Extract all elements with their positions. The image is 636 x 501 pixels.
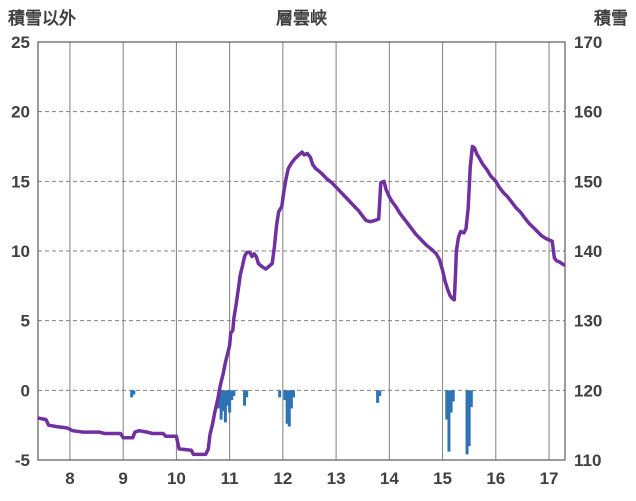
tick-label: 10 <box>11 242 30 261</box>
right-axis-title: 積雪 <box>594 9 628 28</box>
tick-label: 11 <box>221 469 239 488</box>
tick-label: 16 <box>486 469 505 488</box>
tick-label: 25 <box>11 33 30 52</box>
tick-label: 170 <box>574 33 602 52</box>
tick-label: 110 <box>574 451 601 470</box>
plot-border <box>37 41 566 461</box>
snow-depth-line <box>37 144 566 457</box>
tick-label: 0 <box>21 381 30 400</box>
tick-label: 120 <box>574 381 602 400</box>
tick-label: 20 <box>11 103 30 122</box>
tick-label: 17 <box>540 469 559 488</box>
tick-label: 5 <box>21 312 30 331</box>
vertical-gridlines: 8 9 10 11 12 13 14 15 16 17 <box>65 42 558 488</box>
tick-label: 10 <box>167 469 186 488</box>
tick-label: 15 <box>433 469 452 488</box>
tick-label: 130 <box>574 312 602 331</box>
tick-label: -5 <box>15 451 30 470</box>
tick-label: 9 <box>118 469 127 488</box>
tick-label: 160 <box>574 103 602 122</box>
tick-label: 140 <box>574 242 602 261</box>
tick-label: 13 <box>327 469 346 488</box>
tick-label: 15 <box>11 172 30 191</box>
chart-title: 層雲峡 <box>276 9 327 28</box>
horizontal-gridlines: 25 170 20 160 15 150 10 140 5 130 0 120 -5 110 <box>11 33 602 470</box>
bar-series <box>130 390 473 455</box>
left-axis-title: 積雪以外 <box>8 9 76 28</box>
tick-label: 150 <box>574 172 602 191</box>
tick-label: 12 <box>273 469 292 488</box>
tick-label: 14 <box>380 469 399 488</box>
tick-label: 8 <box>65 469 74 488</box>
